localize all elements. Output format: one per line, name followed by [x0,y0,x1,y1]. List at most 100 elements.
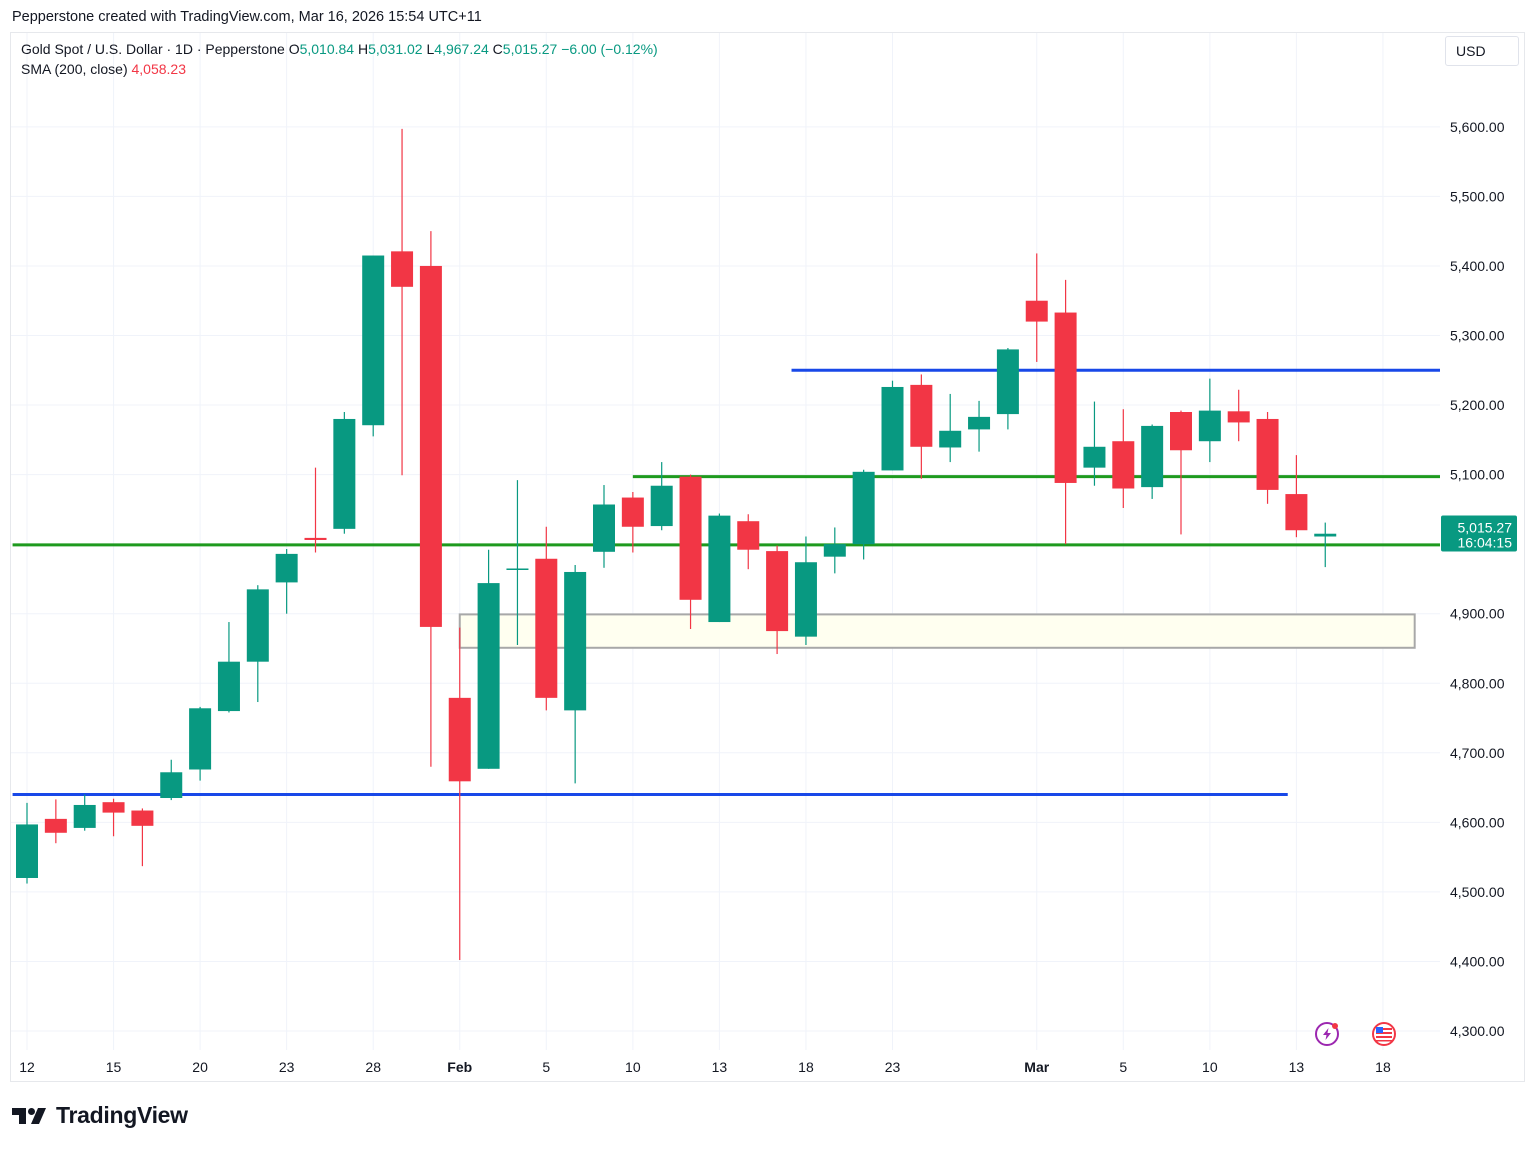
candle-up [333,412,356,534]
candle-body [564,571,587,711]
price-tick-label: 5,100.00 [1450,467,1505,483]
price-tick-label: 4,400.00 [1450,953,1505,969]
candle-body [1314,533,1337,537]
sma-value: 4,058.23 [131,61,187,77]
symbol-name[interactable]: Gold Spot / U.S. Dollar · 1D · Peppersto… [21,41,285,57]
low-value: 4,967.24 [434,41,489,57]
candle-up [16,802,38,884]
candle-body [535,558,558,698]
candle-body [1141,425,1164,488]
candle-body [1025,300,1048,322]
candle-body [1170,412,1192,451]
candle-body [766,551,789,632]
candle-up [650,462,673,531]
time-tick-label: 5 [1119,1059,1127,1075]
last-price-badge [1441,515,1517,552]
candle-body [1112,441,1135,489]
symbol-legend: Gold Spot / U.S. Dollar · 1D · Peppersto… [21,41,658,57]
candle-up [939,393,962,463]
candle-body [939,430,962,448]
tradingview-logo[interactable]: TradingView [12,1102,188,1129]
time-tick-label: 15 [106,1059,122,1075]
candle-body [1285,494,1308,531]
open-value: 5,010.84 [299,41,355,57]
time-tick-label: 18 [798,1059,814,1075]
candle-up [189,706,212,781]
candle-up [881,380,904,471]
candle-down [535,526,558,711]
candle-body [217,661,240,712]
candle-down [910,374,933,479]
chart-credit: Pepperstone created with TradingView.com… [12,9,482,25]
candle-down [737,514,760,570]
candle-down [1256,412,1279,504]
open-label: O [288,41,300,57]
price-tick-label: 5,500.00 [1450,188,1505,204]
time-tick-label: 18 [1375,1059,1391,1075]
low-label: L [426,41,435,57]
currency-button[interactable]: USD [1445,36,1519,66]
candle-body [102,802,125,813]
candle-up [1083,401,1106,486]
high-value: 5,031.02 [368,41,423,57]
candle-body [275,553,298,583]
time-tick-label: Mar [1024,1059,1049,1075]
candle-up [564,565,587,784]
candle-up [852,469,875,560]
candle-down [304,467,327,553]
candle-body [304,537,327,540]
candle-up [794,536,817,645]
time-tick-label: 13 [712,1059,728,1075]
candle-down [391,128,414,476]
sma-label[interactable]: SMA (200, close) [21,61,128,77]
candle-body [506,568,529,570]
close-value: 5,015.27 [502,41,558,57]
candle-body [910,384,933,447]
candle-down [102,798,125,837]
indicator-legend: SMA (200, close) 4,058.23 [21,61,186,77]
candle-down [1025,253,1048,362]
candle-up [506,480,529,645]
candle-body [333,418,356,529]
candle-body [160,772,183,799]
candle-body [1256,418,1279,490]
price-tick-label: 5,200.00 [1450,397,1505,413]
candle-body [16,824,38,878]
candle-up [477,549,500,769]
price-tick-label: 5,600.00 [1450,119,1505,135]
candle-body [131,810,154,826]
time-tick-label: 10 [1202,1059,1218,1075]
demand-zone [458,613,1416,649]
chart-frame [10,32,1525,1082]
change-value: −6.00 (−0.12%) [561,41,658,57]
candle-body [1083,446,1106,468]
candle-body [968,416,991,430]
time-tick-label: 20 [192,1059,208,1075]
high-label: H [357,41,369,57]
candle-up [160,759,183,801]
candle-up [593,485,615,568]
candle-down [1227,389,1250,442]
candle-body [419,265,442,627]
candle-down [1170,410,1192,535]
candle-body [1054,312,1077,483]
lightning-icon[interactable] [1315,1022,1339,1046]
candle-down [44,799,67,844]
candle-body [593,504,615,552]
candle-down [679,474,702,630]
time-tick-label: 28 [365,1059,381,1075]
price-tick-label: 4,700.00 [1450,745,1505,761]
candle-body [448,697,471,782]
tradingview-logo-text: TradingView [56,1102,188,1128]
tradingview-logo-icon [12,1107,46,1124]
time-tick-label: 12 [19,1059,35,1075]
us-flag-icon[interactable] [1372,1022,1396,1046]
time-tick-label: 10 [625,1059,641,1075]
candle-up [246,585,269,703]
candle-body [1198,410,1221,442]
candle-up [1314,522,1337,568]
time-tick-label: 23 [279,1059,295,1075]
close-label: C [492,41,503,57]
